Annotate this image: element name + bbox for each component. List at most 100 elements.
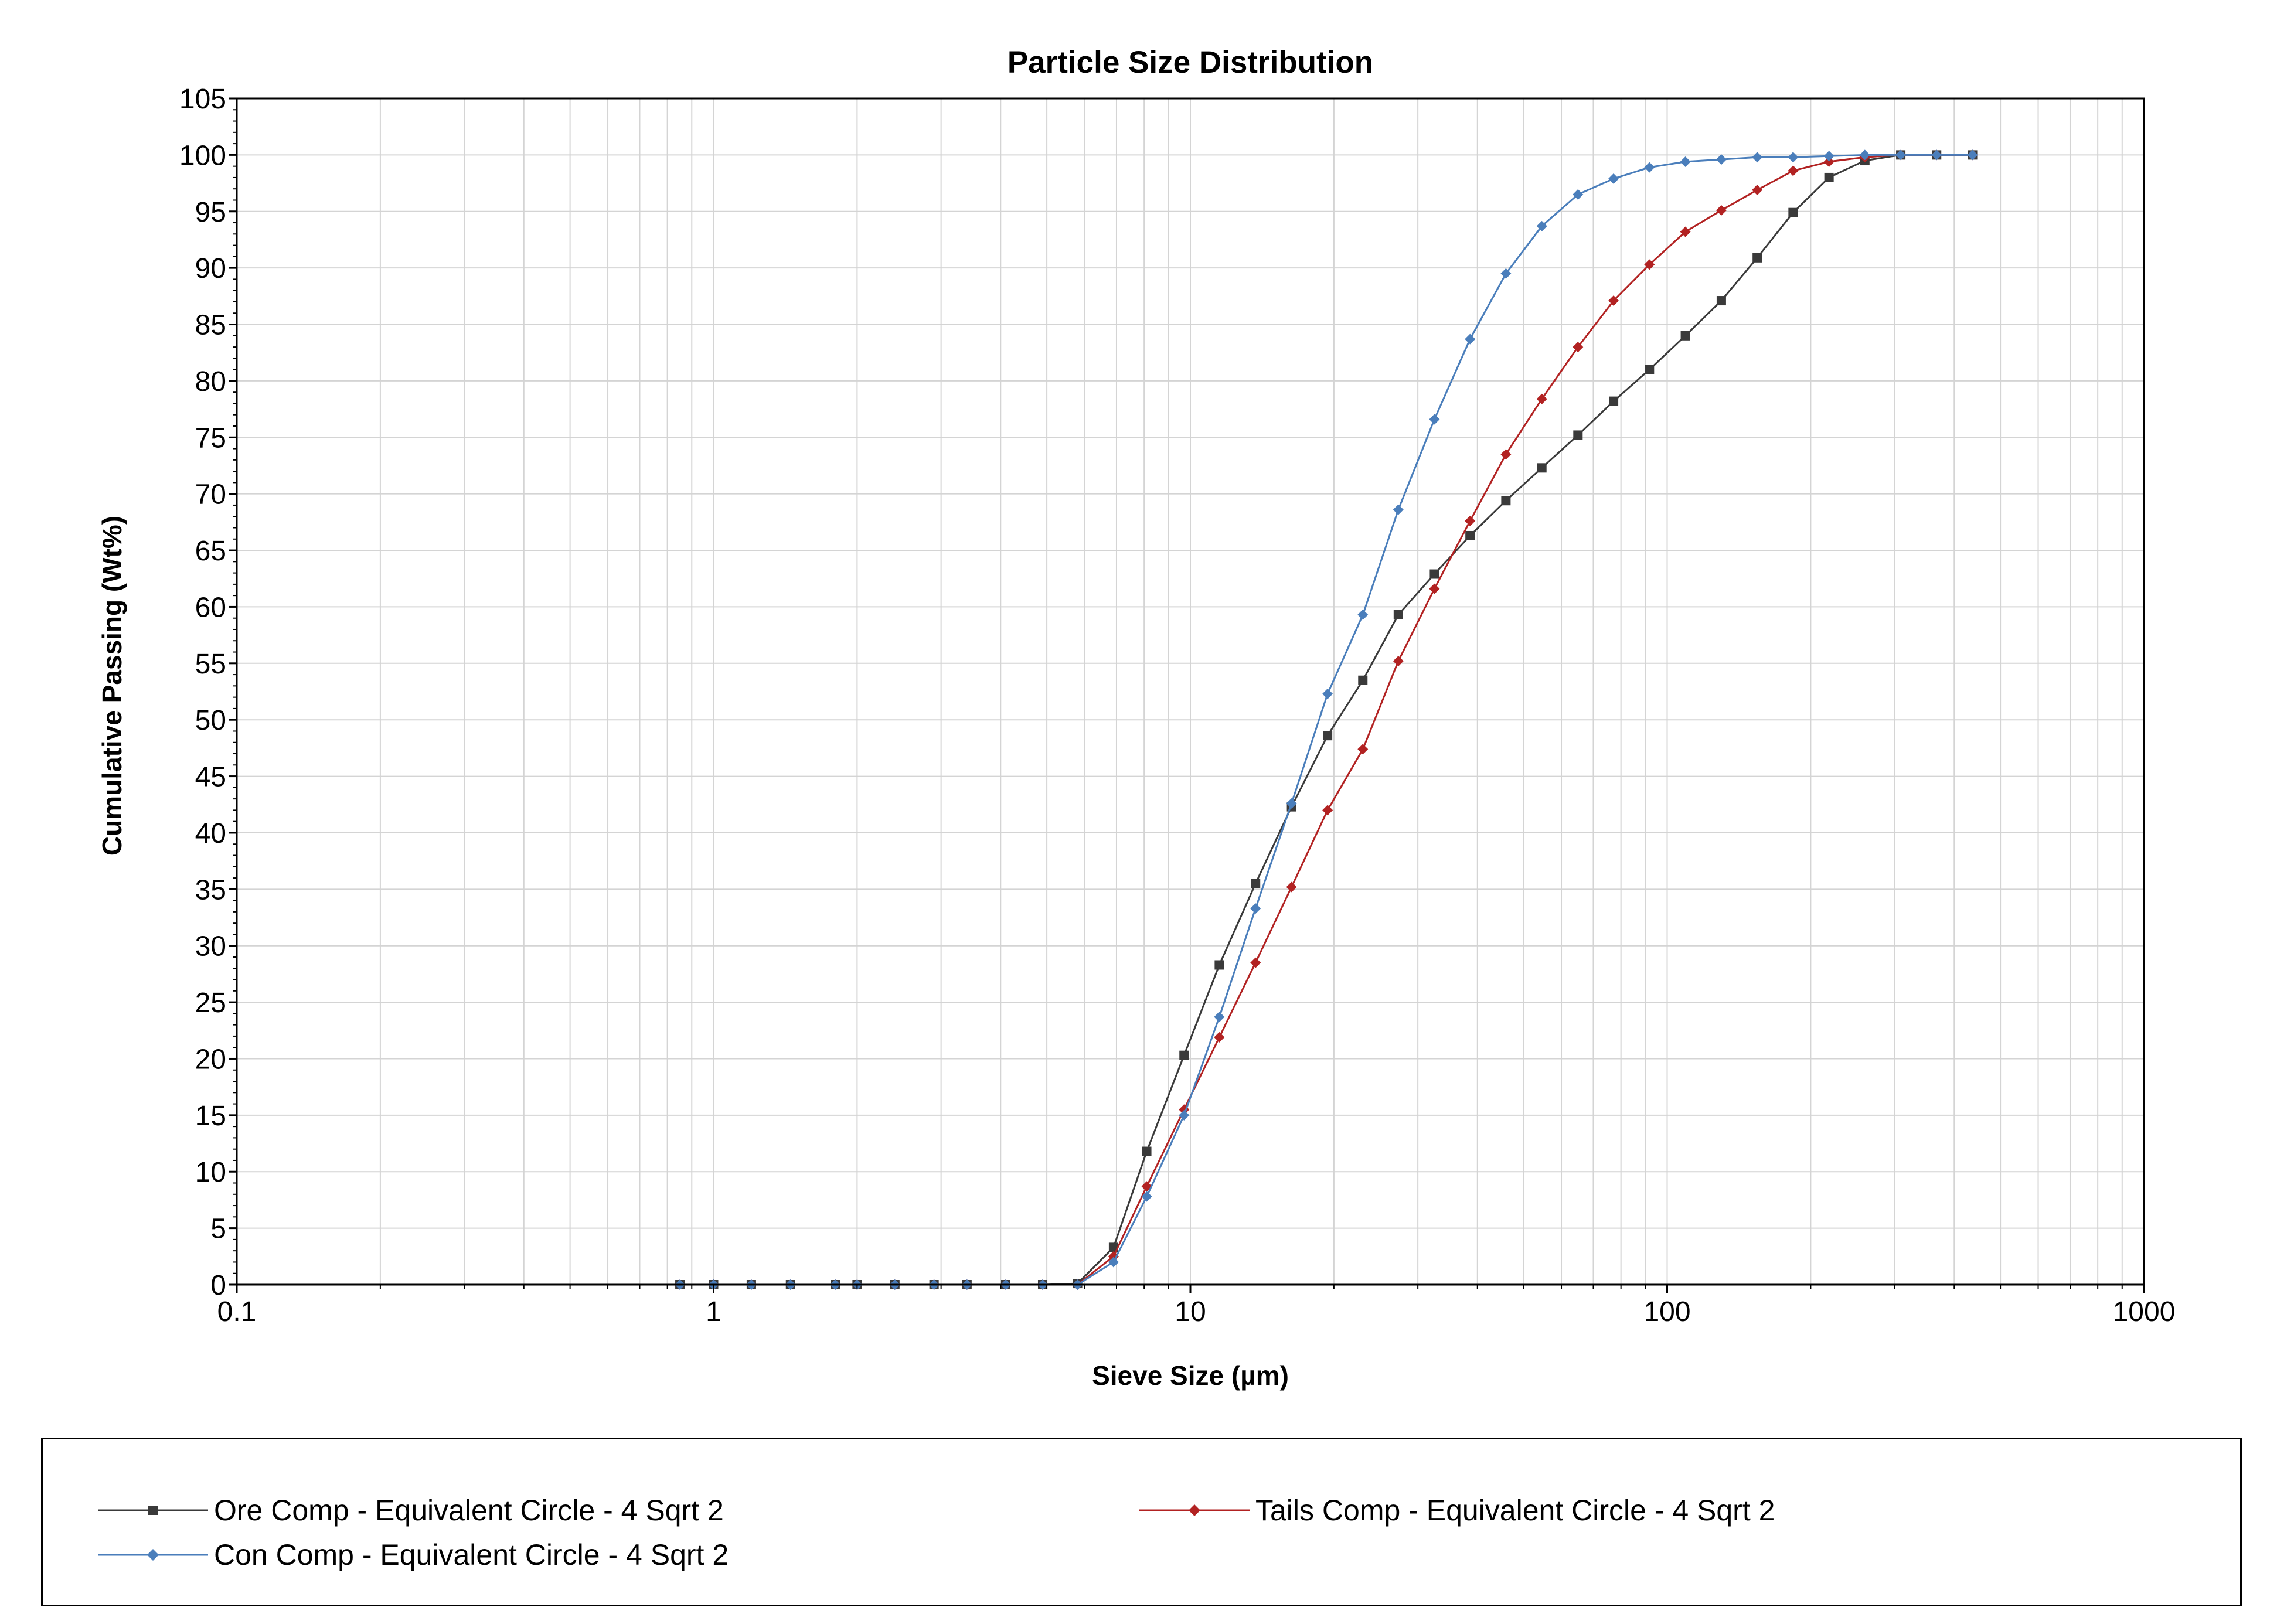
data-point-ore	[1429, 569, 1439, 579]
data-point-tails	[1823, 156, 1834, 167]
legend: Ore Comp - Equivalent Circle - 4 Sqrt 2 …	[41, 1438, 2242, 1606]
tick-layer: 0510152025303540455055606570758085909510…	[179, 84, 2175, 1327]
data-point-tails	[1500, 449, 1512, 460]
data-point-ore	[1537, 463, 1547, 473]
data-point-tails	[1286, 881, 1297, 893]
data-point-tails	[1465, 515, 1476, 526]
data-point-con	[1752, 152, 1763, 163]
y-tick-label: 10	[195, 1157, 226, 1188]
data-point-tails	[1716, 205, 1727, 216]
legend-label-con: Con Comp - Equivalent Circle - 4 Sqrt 2	[214, 1538, 729, 1571]
data-point-con	[1608, 173, 1619, 184]
y-axis-label: Cumulative Passing (Wt%)	[97, 516, 127, 856]
data-point-tails	[1752, 185, 1763, 196]
data-point-con	[1680, 156, 1691, 167]
data-point-ore	[1824, 172, 1834, 182]
y-tick-label: 0	[210, 1270, 226, 1301]
data-point-con	[1967, 149, 1978, 161]
data-point-ore	[1465, 530, 1475, 540]
data-point-con	[1108, 1257, 1119, 1268]
data-point-con	[1895, 149, 1907, 161]
x-axis-label: Sieve Size (µm)	[1092, 1360, 1289, 1391]
y-tick-label: 105	[179, 84, 226, 115]
y-tick-label: 65	[195, 536, 226, 567]
data-point-con	[1429, 414, 1440, 425]
data-point-tails	[1788, 165, 1799, 176]
data-point-ore	[1716, 296, 1726, 306]
legend-swatch-con	[98, 1549, 208, 1561]
y-tick-label: 35	[195, 874, 226, 905]
data-point-con	[1214, 1012, 1225, 1023]
legend-item-tails: Tails Comp - Equivalent Circle - 4 Sqrt …	[1136, 1490, 1775, 1531]
y-tick-label: 45	[195, 762, 226, 793]
y-tick-label: 15	[195, 1101, 226, 1132]
y-tick-label: 50	[195, 705, 226, 736]
data-point-con	[1823, 151, 1834, 162]
data-point-ore	[1179, 1050, 1189, 1060]
x-tick-label: 100	[1643, 1296, 1690, 1327]
x-tick-label: 1	[706, 1296, 721, 1327]
y-tick-label: 85	[195, 310, 226, 341]
legend-label-tails: Tails Comp - Equivalent Circle - 4 Sqrt …	[1255, 1494, 1775, 1527]
data-point-con	[1788, 152, 1799, 163]
data-point-con	[1250, 903, 1261, 914]
plot-frame	[236, 97, 2145, 1286]
y-tick-label: 80	[195, 366, 226, 397]
data-point-ore	[1323, 731, 1333, 741]
legend-swatch-tails	[1139, 1504, 1250, 1516]
data-point-ore	[1680, 331, 1690, 341]
data-point-con	[1393, 504, 1404, 515]
x-tick-label: 0.1	[217, 1296, 257, 1327]
y-tick-label: 40	[195, 818, 226, 849]
data-point-ore	[1788, 207, 1798, 217]
y-tick-label: 95	[195, 197, 226, 228]
data-point-ore	[1142, 1146, 1152, 1156]
y-tick-label: 70	[195, 479, 226, 510]
data-point-con	[1465, 333, 1476, 345]
legend-label-ore: Ore Comp - Equivalent Circle - 4 Sqrt 2	[214, 1494, 724, 1527]
legend-item-con: Con Comp - Equivalent Circle - 4 Sqrt 2	[94, 1534, 729, 1575]
y-tick-label: 75	[195, 423, 226, 454]
data-point-tails	[1214, 1031, 1225, 1043]
chart-title: Particle Size Distribution	[1008, 45, 1373, 80]
data-point-ore	[1501, 496, 1511, 506]
data-point-tails	[1429, 583, 1440, 594]
data-point-con	[1536, 220, 1547, 231]
data-point-con	[1357, 609, 1369, 620]
data-point-ore	[1214, 960, 1224, 970]
data-point-ore	[1251, 879, 1261, 888]
series-layer	[675, 149, 1978, 1290]
data-point-con	[1573, 189, 1584, 200]
y-tick-label: 55	[195, 649, 226, 680]
data-point-con	[1141, 1191, 1152, 1202]
y-tick-label: 5	[210, 1214, 226, 1245]
data-point-ore	[1358, 675, 1368, 685]
legend-item-ore: Ore Comp - Equivalent Circle - 4 Sqrt 2	[94, 1490, 724, 1531]
data-point-con	[1931, 149, 1942, 161]
data-point-ore	[1573, 430, 1583, 440]
data-point-con	[1286, 798, 1297, 809]
data-point-tails	[1573, 342, 1584, 353]
data-point-tails	[1322, 805, 1333, 816]
data-point-ore	[1393, 610, 1403, 619]
data-point-tails	[1357, 744, 1369, 755]
y-tick-label: 20	[195, 1044, 226, 1075]
data-point-ore	[1752, 253, 1762, 263]
data-point-con	[1322, 688, 1333, 699]
data-point-tails	[1680, 226, 1691, 237]
data-point-tails	[1536, 393, 1547, 404]
data-point-tails	[1250, 957, 1261, 968]
data-point-con	[1859, 149, 1870, 161]
data-point-ore	[1645, 365, 1655, 374]
data-point-con	[1716, 154, 1727, 165]
data-point-ore	[1609, 396, 1619, 406]
data-point-tails	[1608, 295, 1619, 307]
data-point-tails	[1108, 1251, 1119, 1262]
legend-swatch-ore	[98, 1506, 208, 1515]
data-point-con	[1500, 268, 1512, 279]
grid-layer	[237, 98, 2144, 1285]
y-tick-label: 100	[179, 140, 226, 171]
y-tick-label: 60	[195, 592, 226, 623]
y-tick-label: 25	[195, 988, 226, 1019]
data-point-tails	[1644, 259, 1655, 270]
